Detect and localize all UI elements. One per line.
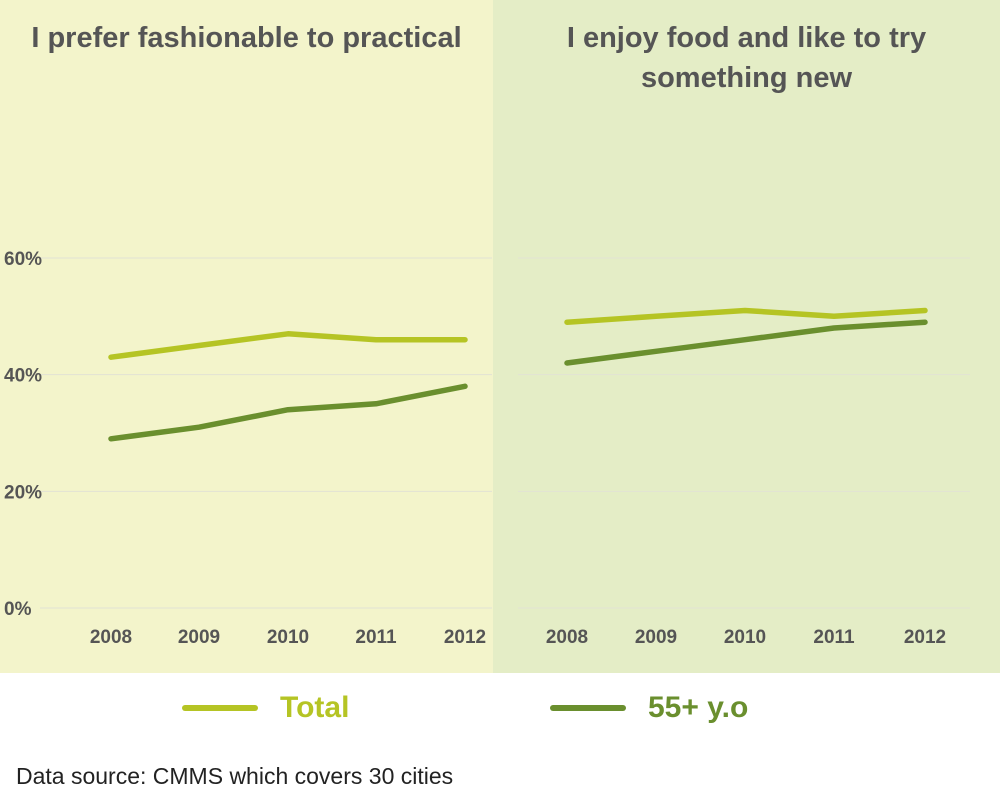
y-tick-label-left: 60% bbox=[4, 249, 42, 270]
x-tick-label-right: 2008 bbox=[546, 627, 588, 648]
legend-swatch-total bbox=[182, 705, 258, 711]
y-tick-label-left: 20% bbox=[4, 482, 42, 503]
x-tick-label-left: 2011 bbox=[355, 627, 397, 648]
chart-title-left: I prefer fashionable to practical bbox=[31, 22, 462, 54]
series-line-right-total bbox=[564, 307, 928, 325]
chart-panel-left: I prefer fashionable to practical bbox=[0, 0, 493, 673]
x-tick-label-left: 2012 bbox=[444, 627, 486, 648]
series-line-left-total bbox=[108, 331, 468, 360]
legend-item-total: Total bbox=[182, 686, 349, 730]
x-tick-label-left: 2009 bbox=[178, 627, 220, 648]
legend-item-55plus: 55+ y.o bbox=[550, 686, 748, 730]
legend-label-55plus: 55+ y.o bbox=[648, 691, 749, 724]
series-line-right-55plus bbox=[564, 319, 928, 366]
data-source-note: Data source: CMMS which covers 30 cities bbox=[16, 763, 454, 789]
x-tick-label-left: 2010 bbox=[267, 627, 309, 648]
legend-swatch-55plus bbox=[550, 705, 626, 711]
legend: Total 55+ y.o bbox=[0, 686, 1000, 736]
y-tick-label-left: 0% bbox=[4, 599, 32, 620]
chart-panel-right: I enjoy food and like to try something n… bbox=[493, 0, 1000, 673]
x-tick-label-right: 2012 bbox=[904, 627, 946, 648]
x-tick-label-left: 2008 bbox=[90, 627, 132, 648]
series-line-left-55plus bbox=[108, 383, 468, 442]
x-tick-label-right: 2010 bbox=[724, 627, 766, 648]
legend-label-total: Total bbox=[280, 691, 350, 724]
x-tick-label-right: 2011 bbox=[813, 627, 855, 648]
y-tick-label-left: 40% bbox=[4, 366, 42, 387]
charts-canvas: 0% 20% 40% 60% 2008 2009 2010 2011 2012 2008 2009 2… bbox=[4, 249, 970, 648]
x-tick-label-right: 2009 bbox=[635, 627, 677, 648]
chart-title-right: I enjoy food and like to try something n… bbox=[566, 22, 927, 94]
